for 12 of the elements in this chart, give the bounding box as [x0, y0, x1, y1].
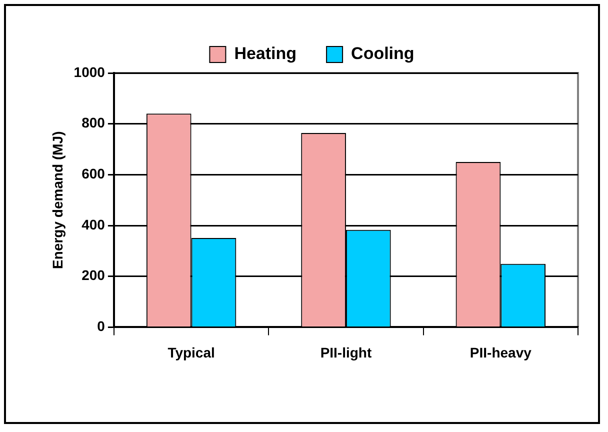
y-tick-label: 600	[82, 166, 106, 182]
y-tick-label: 800	[82, 114, 106, 131]
y-tick-label: 1000	[74, 64, 106, 80]
y-tick-label: 0	[97, 318, 106, 334]
legend-label: Heating	[234, 44, 297, 64]
x-tick-label: Typical	[168, 344, 215, 360]
x-tick-label: PII-light	[320, 344, 372, 360]
legend-label: Cooling	[351, 44, 414, 64]
x-tick-label: PII-heavy	[470, 344, 532, 360]
y-tick-label: 400	[82, 216, 106, 232]
y-axis-title: Energy demand (MJ)	[49, 131, 66, 269]
y-tick-label: 200	[82, 267, 106, 284]
